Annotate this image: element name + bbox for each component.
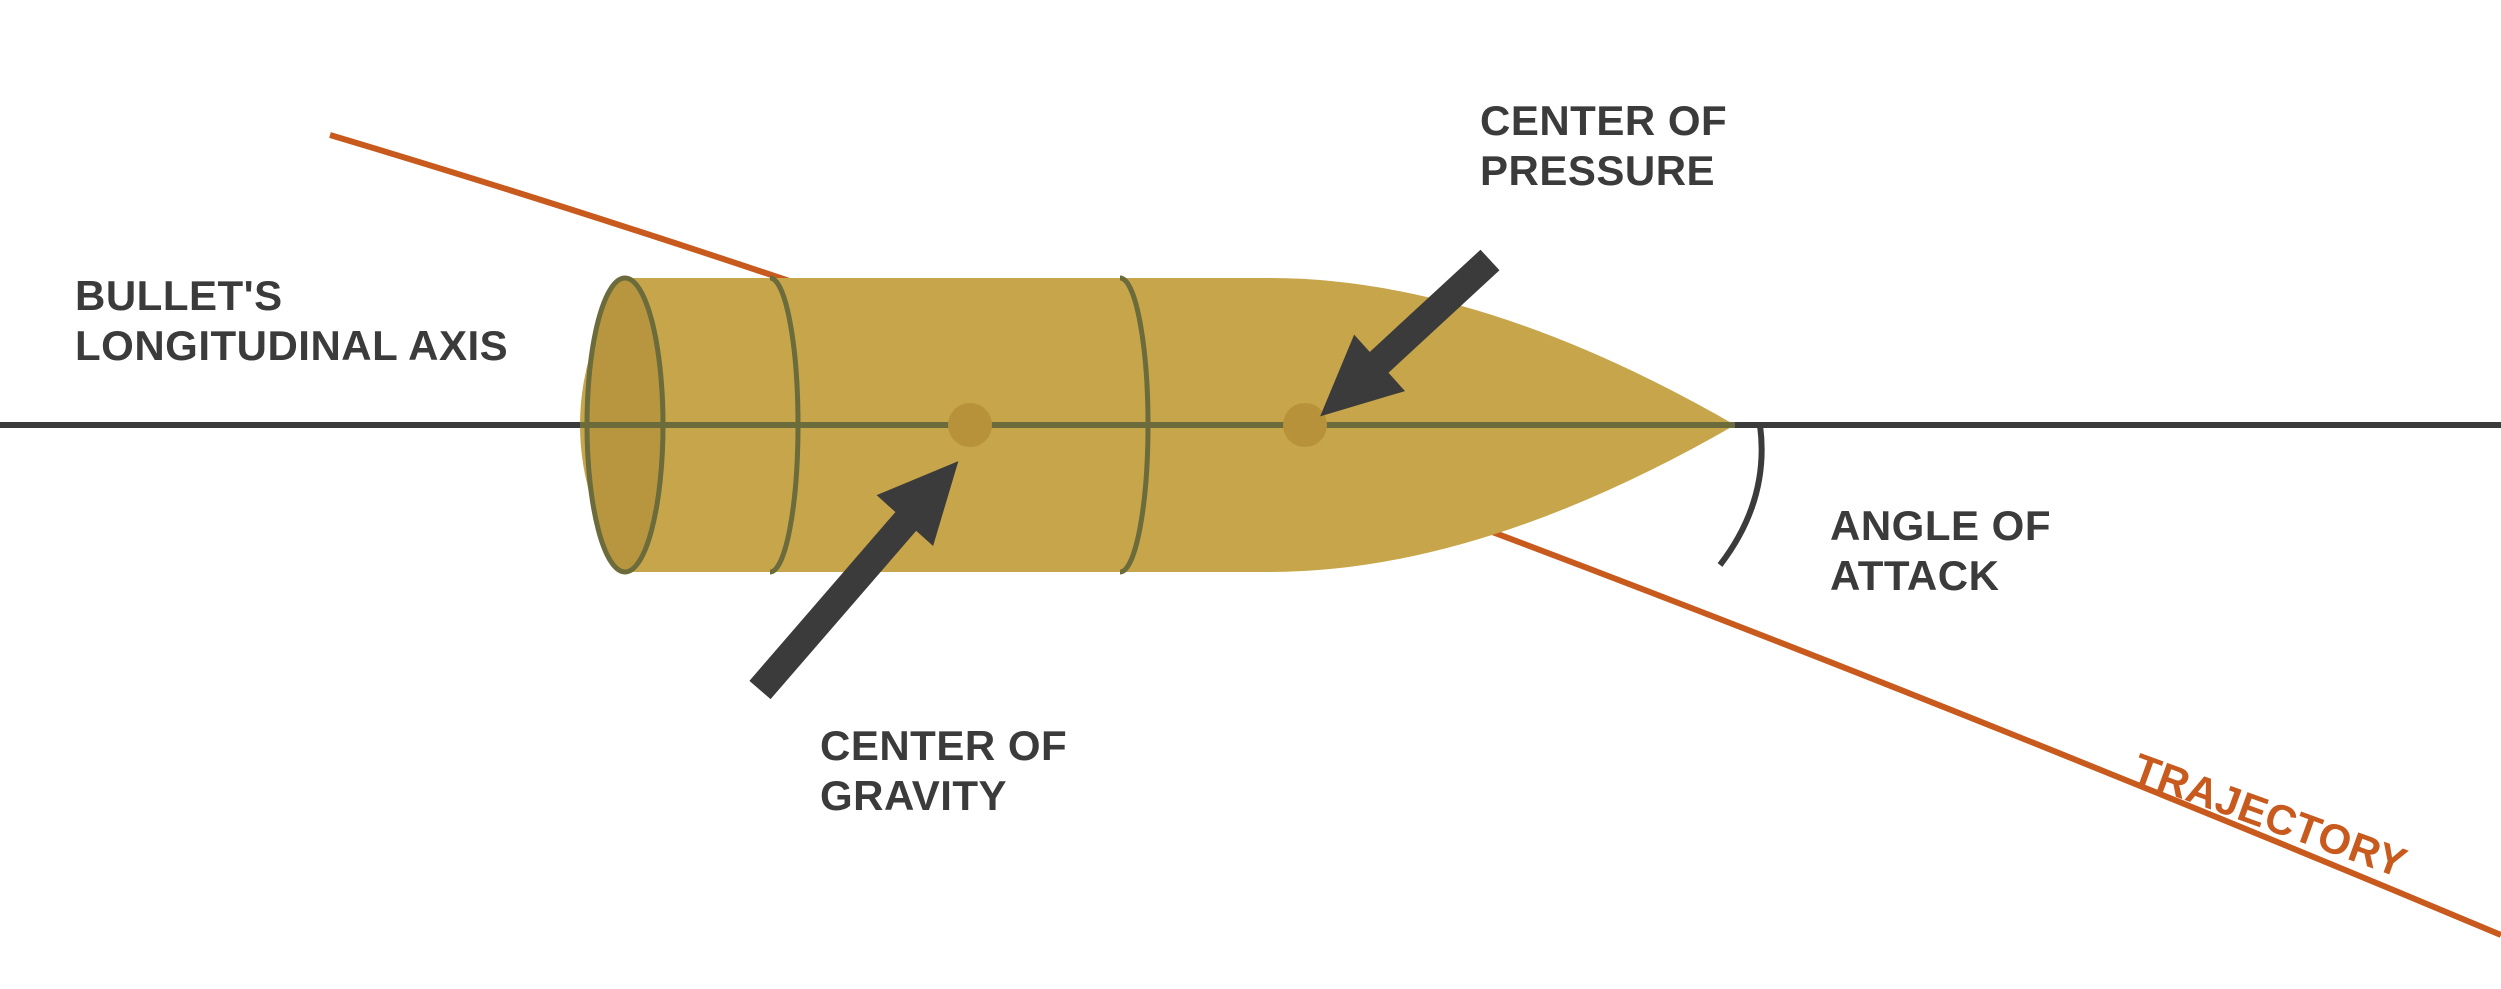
- label-aoa-line2: ATTACK: [1830, 552, 1999, 599]
- label-cop-line2: PRESSURE: [1480, 147, 1715, 194]
- label-axis-line2: LONGITUDINAL AXIS: [75, 322, 508, 369]
- center-of-gravity-dot: [948, 403, 992, 447]
- center-of-pressure-dot: [1283, 403, 1327, 447]
- label-aoa-line1: ANGLE OF: [1830, 502, 2051, 549]
- bullet-diagram: BULLET'S LONGITUDINAL AXIS CENTER OF PRE…: [0, 0, 2501, 989]
- bullet: [580, 278, 1735, 572]
- label-axis-line1: BULLET'S: [75, 272, 283, 319]
- label-cog-line1: CENTER OF: [820, 722, 1067, 769]
- label-trajectory: TRAJECTORY: [2127, 744, 2413, 886]
- label-cog-line2: GRAVITY: [820, 772, 1007, 819]
- label-cop-line1: CENTER OF: [1480, 97, 1727, 144]
- angle-of-attack-arc: [1720, 425, 1762, 565]
